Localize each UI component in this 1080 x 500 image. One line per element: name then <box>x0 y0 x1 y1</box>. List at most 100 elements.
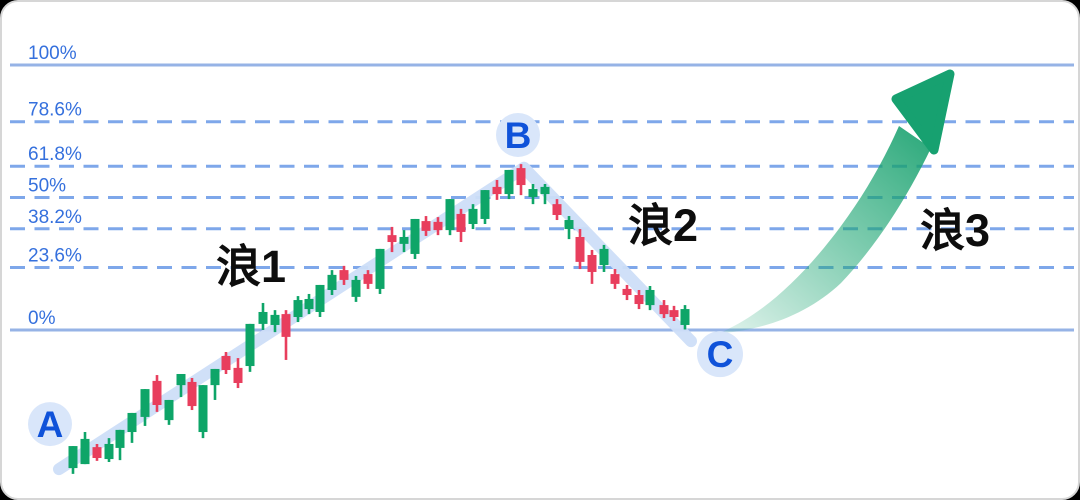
wave-point-markers: A B C <box>28 112 743 447</box>
candle-down <box>659 300 669 319</box>
candle-body <box>421 221 431 231</box>
candle-up <box>68 446 78 474</box>
candle-body <box>480 190 490 219</box>
candle-down <box>575 229 585 270</box>
candle-up <box>645 286 655 311</box>
candle-body <box>528 189 538 197</box>
candle-up <box>293 296 303 323</box>
fib-label-100%: 100% <box>28 43 77 64</box>
marker-B: B <box>496 112 540 157</box>
candle-body <box>152 380 162 405</box>
candle-body <box>634 295 644 305</box>
candle-body <box>68 446 78 469</box>
candle-down <box>587 249 597 284</box>
candle-down <box>669 305 679 321</box>
trend-bands <box>53 161 697 476</box>
candle-down <box>152 375 162 412</box>
candle-down <box>187 377 197 411</box>
candle-body <box>339 270 349 280</box>
candle-body <box>669 310 679 318</box>
candle-body <box>187 381 197 407</box>
candle-down <box>634 289 644 310</box>
candle-down <box>456 208 466 243</box>
candle-body <box>221 355 231 371</box>
candle-body <box>270 314 280 325</box>
candle-up <box>540 183 550 205</box>
marker-circle-A <box>28 402 72 447</box>
candle-up <box>176 373 186 398</box>
candle-body <box>127 412 137 433</box>
wave-label-2: 浪2 <box>628 200 698 251</box>
candle-up <box>270 310 280 333</box>
candle-up <box>504 169 514 200</box>
candle-body <box>564 220 574 230</box>
marker-circle-C <box>697 331 743 378</box>
candle-body <box>410 218 420 254</box>
candle-down <box>552 199 562 221</box>
candle-down <box>233 358 243 389</box>
candle-body <box>304 298 314 310</box>
candle-up <box>351 275 361 302</box>
fib-label-78.6%: 78.6% <box>28 100 82 121</box>
marker-circle-B <box>496 112 540 157</box>
candle-down <box>622 284 632 301</box>
candle-down <box>387 226 397 253</box>
candle-body <box>610 274 620 284</box>
marker-letter-C: C <box>707 334 734 375</box>
candle-body <box>258 311 268 324</box>
candle-body <box>468 208 478 224</box>
candle-up <box>599 244 609 272</box>
candle-body <box>575 236 585 262</box>
candle-up <box>115 429 125 461</box>
fib-label-23.6%: 23.6% <box>28 245 82 266</box>
candle-down <box>92 443 102 461</box>
candle-body <box>210 368 220 386</box>
candle-body <box>363 274 373 284</box>
candle-down <box>281 310 291 360</box>
candle-up <box>80 432 90 465</box>
marker-C: C <box>697 331 743 378</box>
candle-up <box>445 199 455 236</box>
candle-body <box>456 213 466 232</box>
candle-body <box>351 279 361 297</box>
wave-label-3: 浪3 <box>920 205 990 256</box>
candle-down <box>516 164 526 196</box>
candle-up <box>198 385 208 439</box>
candle-body <box>552 204 562 215</box>
candle-up <box>399 230 409 253</box>
marker-letter-B: B <box>505 115 532 156</box>
candle-body <box>327 274 337 290</box>
candle-body <box>198 385 208 433</box>
fib-label-0%: 0% <box>28 308 56 329</box>
candle-body <box>433 221 443 231</box>
fib-label-38.2%: 38.2% <box>28 207 82 228</box>
candle-body <box>164 399 174 421</box>
candle-up <box>315 284 325 318</box>
candle-down <box>492 180 502 200</box>
candle-body <box>115 429 125 448</box>
candle-body <box>622 288 632 296</box>
candle-body <box>233 367 243 383</box>
marker-letter-A: A <box>37 404 64 445</box>
candle-body <box>80 438 90 465</box>
fib-label-61.8%: 61.8% <box>28 144 82 165</box>
candle-up <box>480 190 490 224</box>
candle-up <box>127 412 137 443</box>
fib-label-50%: 50% <box>28 176 66 197</box>
arrow-shaft <box>724 126 931 333</box>
candle-body <box>176 373 186 386</box>
candle-body <box>599 248 609 266</box>
candle-body <box>540 186 550 195</box>
candle-body <box>492 186 502 195</box>
wave-label-1: 浪1 <box>216 241 286 292</box>
candle-up <box>564 216 574 240</box>
candle-body <box>315 284 325 312</box>
candle-body <box>399 236 409 244</box>
candle-down <box>221 351 231 374</box>
candle-body <box>516 168 526 186</box>
candle-up <box>304 293 314 315</box>
candle-down <box>433 217 443 236</box>
candle-down <box>363 270 373 289</box>
